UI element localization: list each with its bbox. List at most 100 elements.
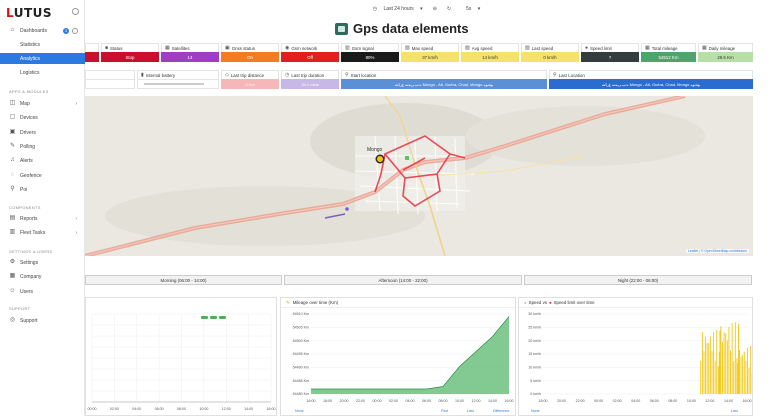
legend-footer-item[interactable]: First (441, 409, 448, 413)
stat-value: 54512 Km (641, 52, 696, 62)
speed-bar (705, 337, 706, 394)
section-settings-heading: SETTINGS & USERS (9, 249, 52, 254)
shift-night[interactable]: Night (22:00 - 06:00) (524, 275, 752, 285)
stat-label: ◷Last trip duration (281, 70, 339, 79)
sidebar-item-settings[interactable]: ⚙Settings (0, 257, 85, 268)
device-icon: ▢ (9, 114, 16, 121)
stat-icon: ⚲ (345, 72, 349, 78)
stat-label-text: Satellites (172, 46, 190, 51)
sidebar-item-alerts[interactable]: ♫ Alerts (0, 155, 85, 166)
stat-icon: ◉ (285, 45, 289, 51)
y-tick-label: 54480 Km (293, 392, 309, 396)
y-tick-label: 54490 Km (293, 366, 309, 370)
stat-label-text: Last Location (559, 73, 585, 78)
sidebar-item-label: Alerts (20, 158, 33, 164)
map-city-label: Mongo (367, 147, 383, 153)
stat-value: 14 km/h (461, 52, 519, 62)
page-title: Gps data elements (335, 21, 469, 36)
refresh-interval-select[interactable]: 5s ▾ (461, 6, 480, 12)
speed-bar (718, 366, 719, 394)
speed-chart-title-part1: Speed vs (529, 300, 547, 305)
sidebar-item-support[interactable]: ◎Support (0, 315, 85, 326)
shift-morning[interactable]: Morning (06:00 - 14:00) (85, 275, 282, 285)
sidebar-item-label: Fleet Tasks (20, 230, 45, 236)
users-icon: ☺ (9, 288, 16, 295)
stat-label-text: Internal battery (146, 73, 175, 78)
stat-value: Stop (101, 52, 159, 62)
stat-card: ▮Internal battery (137, 70, 219, 89)
section-support-heading: SUPPORT (9, 306, 30, 311)
legend-footer-item[interactable]: Last (731, 409, 738, 413)
stat-card-stub (85, 43, 99, 62)
chevron-up-icon[interactable] (72, 28, 78, 34)
sidebar-item-analytics[interactable]: Analytics (0, 53, 85, 64)
legend-footer-item[interactable]: Last (467, 409, 474, 413)
map-view[interactable]: Mongo Leaflet | © OpenStreetMap contribu… (85, 96, 753, 256)
legend-footer-item[interactable]: Difference (493, 409, 509, 413)
legend-footer-item[interactable]: None (531, 409, 540, 413)
sidebar-item-label: Drivers (20, 130, 36, 136)
refresh-icon[interactable]: ↻ (447, 6, 451, 12)
sidebar-item-users[interactable]: ☺Users (0, 286, 85, 297)
speed-bar (715, 361, 716, 394)
x-tick-label: 00:00 (88, 407, 97, 411)
y-tick-label: 54495 Km (293, 352, 309, 356)
stat-value: 34.2 mins (281, 79, 339, 89)
sidebar-toggle-icon[interactable] (72, 8, 79, 15)
sidebar-item-geofence[interactable]: ◌Geofence (0, 170, 85, 181)
zoom-out-icon[interactable]: ⊖ (433, 6, 437, 12)
stat-value: 29.5 Km (698, 52, 753, 62)
speed-bar (750, 346, 751, 394)
sidebar-item-company[interactable]: ▦Company (0, 271, 85, 282)
speed-bar (732, 323, 733, 394)
sidebar-item-label: Settings (20, 260, 38, 266)
x-tick-label: 18:00 (539, 399, 548, 403)
speed-bar (707, 343, 708, 394)
time-range-label: Last 24 hours (383, 6, 413, 12)
sidebar-item-drivers[interactable]: ▣Drivers (0, 127, 85, 138)
legend-footer-item[interactable]: None (295, 409, 304, 413)
stat-value: 0 km/h (521, 52, 579, 62)
ruler-icon: ✎ (286, 300, 290, 306)
map-icon: ◫ (9, 100, 16, 107)
time-range-picker[interactable]: ◷ Last 24 hours ▾ (373, 6, 423, 12)
map-attribution[interactable]: Leaflet | © OpenStreetMap contributors (686, 249, 749, 253)
sidebar-item-devices[interactable]: ▢Devices (0, 112, 85, 123)
sidebar-item-map[interactable]: ◫Map› (0, 98, 85, 109)
stat-icon: ▣ (225, 45, 230, 51)
sidebar-item-logistics[interactable]: Logistics (0, 67, 85, 78)
sidebar-item-dashboards[interactable]: ⌂ Dashboards 3 (0, 25, 85, 36)
stat-icon: ▨ (525, 45, 530, 51)
x-tick-label: 14:00 (724, 399, 733, 403)
speed-bar (713, 332, 714, 394)
stat-label: ■Status (101, 43, 159, 52)
y-tick-label: 30 km/h (528, 312, 541, 316)
stat-icon: ▦ (165, 45, 170, 51)
speed-bar (720, 326, 721, 394)
y-tick-label: 54510 Km (293, 312, 309, 316)
sidebar-item-reports[interactable]: ▤Reports› (0, 213, 85, 224)
x-tick-label: 04:00 (631, 399, 640, 403)
sidebar-item-fleet-tasks[interactable]: ▥Fleet Tasks› (0, 227, 85, 238)
sidebar-item-polling[interactable]: ✎Polling (0, 141, 85, 152)
stat-label-text: Last speed (532, 46, 553, 51)
app-logo[interactable]: LUTUS (6, 6, 52, 20)
speed-bar (704, 351, 705, 394)
sidebar-item-label: Map (20, 101, 30, 107)
speed-bar (735, 322, 736, 394)
stat-label: ⚲Start location (341, 70, 547, 79)
speed-bar (733, 361, 734, 394)
shift-afternoon[interactable]: Afternoon (14:00 - 22:00) (284, 275, 522, 285)
stat-label: ▨Last speed (521, 43, 579, 52)
sidebar-item-statistics[interactable]: Statistics (0, 39, 85, 50)
bell-icon: ♫ (9, 157, 16, 164)
x-tick-label: 02:00 (110, 407, 119, 411)
sidebar-item-poi[interactable]: ⚲Poi (0, 184, 85, 195)
y-tick-label: 10 km/h (528, 366, 541, 370)
page-title-text: Gps data elements (353, 21, 469, 36)
